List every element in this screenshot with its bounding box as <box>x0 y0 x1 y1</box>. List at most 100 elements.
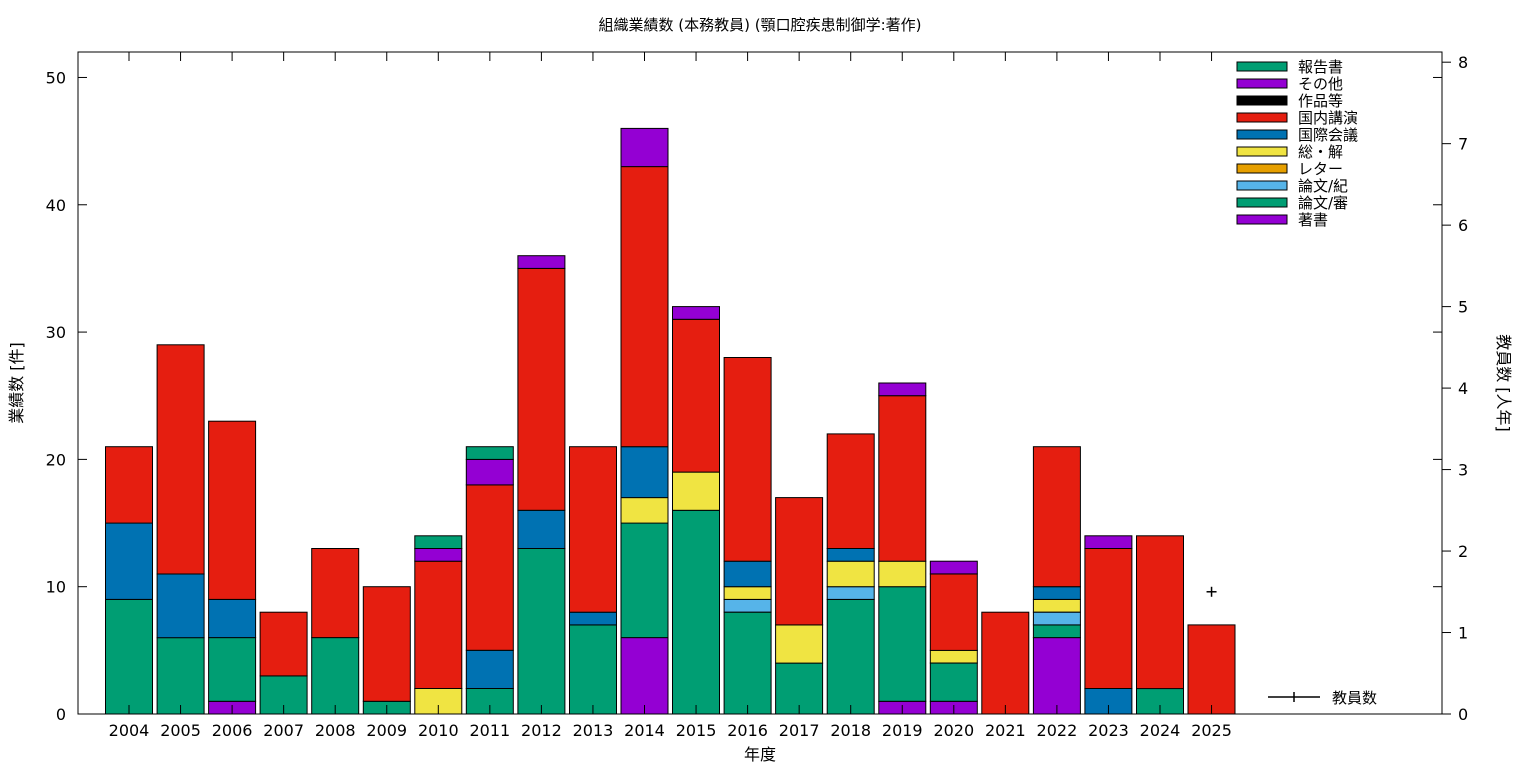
bar-segment <box>208 598 257 639</box>
legend-label: 作品等 <box>1298 92 1343 110</box>
bar-segment <box>878 586 927 702</box>
bars-group <box>105 127 1236 715</box>
x-tick-label: 2017 <box>779 721 820 740</box>
y-tick-label: 30 <box>46 323 66 342</box>
bar-segment <box>826 586 875 600</box>
bar-segment <box>465 446 514 460</box>
legend-swatch <box>1236 163 1288 174</box>
bar-segment <box>672 471 720 511</box>
legend-label: 論文/審 <box>1298 194 1348 212</box>
bar-segment <box>465 649 514 689</box>
bar-segment <box>156 344 205 575</box>
bar-segment <box>723 357 772 562</box>
x-tick-label: 2011 <box>469 721 510 740</box>
y2-axis-label: 教員数 [人年] <box>1494 334 1513 432</box>
bar-segment <box>775 497 824 626</box>
bar-segment <box>1084 548 1133 689</box>
bar-segment <box>208 637 257 702</box>
bar-segment <box>1032 624 1081 639</box>
y2-tick-label: 4 <box>1458 379 1468 398</box>
bar-segment <box>517 267 566 511</box>
x-tick-label: 2022 <box>1037 721 1078 740</box>
legend-swatch <box>1236 214 1288 225</box>
x-tick-label: 2006 <box>212 721 253 740</box>
bar-segment <box>1136 535 1184 690</box>
bar-segment <box>929 662 978 702</box>
bar-segment <box>672 318 720 473</box>
legend-swatch <box>1236 78 1288 89</box>
y-tick-label: 10 <box>46 578 66 597</box>
bar-segment <box>362 586 411 702</box>
y2-tick-label: 0 <box>1458 705 1468 724</box>
bar-segment <box>826 548 875 562</box>
legend-label: 総・解 <box>1298 143 1343 161</box>
y-tick-label: 40 <box>46 196 66 215</box>
bar-segment <box>1032 446 1081 588</box>
y2-tick-label: 8 <box>1458 53 1468 72</box>
bar-segment <box>517 255 566 269</box>
bar-segment <box>672 509 720 715</box>
y-axis-label: 業績数 [件] <box>7 342 26 424</box>
line-series-group <box>1206 586 1217 597</box>
bar-segment <box>929 649 978 664</box>
bar-segment <box>1084 535 1133 549</box>
bar-segment <box>620 522 669 639</box>
x-tick-label: 2016 <box>727 721 768 740</box>
y-tick-label: 0 <box>56 705 66 724</box>
bar-segment <box>1187 624 1236 715</box>
x-tick-label: 2019 <box>882 721 923 740</box>
legend-label: 報告書 <box>1298 58 1343 76</box>
bar-segment <box>775 624 824 664</box>
x-tick-label: 2009 <box>366 721 407 740</box>
y2-tick-label: 2 <box>1458 542 1468 561</box>
bar-segment <box>311 637 360 715</box>
bar-segment <box>517 509 566 549</box>
bar-segment <box>620 637 669 715</box>
bar-segment <box>620 446 669 499</box>
legend-label: 論文/紀 <box>1298 177 1348 195</box>
bar-segment <box>826 598 875 715</box>
legend-swatch <box>1236 197 1288 208</box>
bar-segment <box>414 548 463 562</box>
legend-swatch <box>1236 112 1288 123</box>
bar-segment <box>311 548 360 639</box>
bar-segment <box>105 522 153 600</box>
bar-segment <box>929 560 978 575</box>
chart-title: 組織業績数 (本務教員) (顎口腔疾患制御学:著作) <box>598 16 921 34</box>
legend-label: レター <box>1298 160 1343 178</box>
bar-segment <box>105 598 153 715</box>
y2-tick-label: 5 <box>1458 298 1468 317</box>
bar-segment <box>878 395 927 562</box>
legend-swatch <box>1236 180 1288 191</box>
x-tick-label: 2015 <box>676 721 717 740</box>
y-axis-ticks: 0 10 20 30 40 50 <box>46 68 1442 724</box>
x-axis-label: 年度 <box>744 745 776 764</box>
x-tick-label: 2004 <box>109 721 150 740</box>
x-tick-label: 2025 <box>1191 721 1232 740</box>
bar-segment <box>259 611 308 677</box>
bar-segment <box>723 586 772 600</box>
legend-label: 教員数 <box>1332 689 1377 707</box>
bar-segment <box>1032 586 1081 600</box>
bar-segment <box>620 127 669 168</box>
bar-segment <box>878 560 927 588</box>
bar-segment <box>569 611 617 626</box>
x-axis-ticks: 2004 2005 2006 2007 2008 2009 2010 2011 2012 2013… <box>109 52 1232 740</box>
bar-segment <box>929 573 978 651</box>
bar-segment <box>208 420 257 600</box>
bar-segment <box>414 535 463 549</box>
bar-segment <box>465 484 514 651</box>
y2-tick-label: 6 <box>1458 216 1468 235</box>
x-tick-label: 2023 <box>1088 721 1129 740</box>
bar-segment <box>620 166 669 448</box>
bar-segment <box>723 560 772 588</box>
x-tick-label: 2013 <box>573 721 614 740</box>
bar-segment <box>105 446 153 524</box>
y-tick-label: 20 <box>46 450 66 469</box>
plot-frame <box>77 51 1443 715</box>
x-tick-label: 2021 <box>985 721 1026 740</box>
x-tick-label: 2014 <box>624 721 665 740</box>
bar-segment <box>1032 611 1081 626</box>
bar-segment <box>156 637 205 715</box>
